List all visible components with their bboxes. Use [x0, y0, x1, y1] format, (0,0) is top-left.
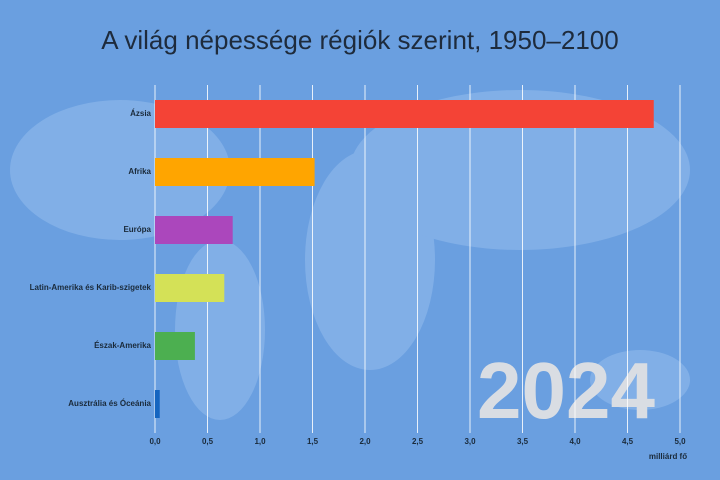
bar — [155, 390, 160, 418]
y-tick-label: Ausztrália és Óceánia — [68, 399, 151, 408]
y-tick-label: Afrika — [128, 167, 151, 176]
x-axis-label: milliárd fő — [649, 452, 687, 461]
bar — [155, 100, 654, 128]
x-tick-label: 2,0 — [359, 437, 371, 446]
x-tick-label: 1,0 — [254, 437, 266, 446]
chart-title: A világ népessége régiók szerint, 1950–2… — [101, 25, 618, 55]
x-tick-label: 5,0 — [674, 437, 686, 446]
x-tick-label: 1,5 — [307, 437, 319, 446]
year-annotation: 2024 — [477, 346, 655, 435]
y-tick-label: Latin-Amerika és Karib-szigetek — [30, 283, 152, 292]
bar — [155, 158, 315, 186]
bar — [155, 332, 195, 360]
x-tick-label: 4,5 — [622, 437, 634, 446]
y-tick-label: Ázsia — [130, 109, 151, 118]
bar — [155, 216, 233, 244]
y-tick-label: Európa — [123, 225, 151, 234]
x-tick-label: 0,0 — [149, 437, 161, 446]
y-tick-label: Észak-Amerika — [94, 341, 151, 350]
x-tick-label: 3,5 — [517, 437, 529, 446]
bar — [155, 274, 225, 302]
x-tick-label: 4,0 — [569, 437, 581, 446]
x-tick-label: 0,5 — [202, 437, 214, 446]
x-tick-label: 2,5 — [412, 437, 424, 446]
x-tick-label: 3,0 — [464, 437, 476, 446]
